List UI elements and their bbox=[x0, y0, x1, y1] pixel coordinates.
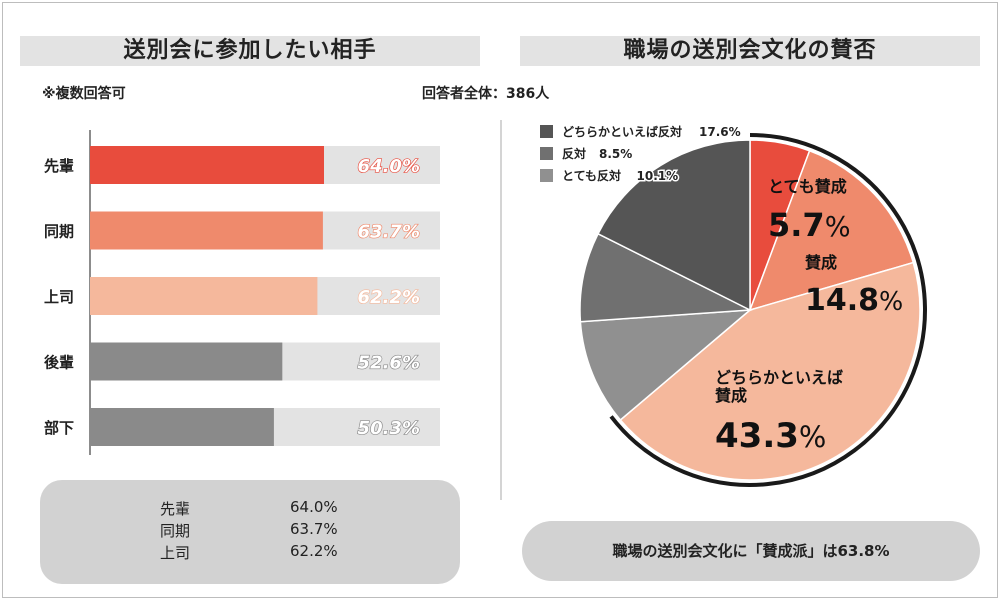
panel-divider bbox=[500, 120, 502, 500]
pie-slice-label: とても賛成 bbox=[768, 177, 847, 196]
bar bbox=[90, 342, 283, 381]
bar-category-label: 部下 bbox=[44, 419, 74, 437]
summary-value: 62.2% bbox=[290, 542, 338, 560]
bar-value-label: 62.2% bbox=[358, 287, 420, 308]
pie-slice bbox=[597, 139, 751, 312]
top3-summary-box: 先輩 64.0% 同期 63.7% 上司 62.2% bbox=[40, 480, 460, 584]
bar bbox=[90, 408, 274, 446]
pie-slice bbox=[619, 261, 921, 481]
legend-swatch bbox=[540, 147, 553, 160]
respondents-count: 回答者全体：386人 bbox=[422, 86, 550, 102]
pie-slice-label: 賛成 bbox=[715, 386, 747, 405]
pie-outline-arc bbox=[609, 133, 927, 487]
legend-label: どちらかといえば反対 bbox=[562, 124, 682, 139]
approval-summary-box: 職場の送別会文化に「賛成派」は63.8% bbox=[522, 521, 980, 581]
legend-label: 反対 bbox=[562, 146, 586, 161]
pie-slice-value: 14.8% bbox=[805, 283, 903, 318]
bar-category-label: 後輩 bbox=[43, 354, 74, 372]
bar bbox=[90, 277, 318, 315]
summary-value: 64.0% bbox=[290, 498, 338, 516]
right-panel-title: 職場の送別会文化の賛否 bbox=[520, 36, 980, 66]
bar-value-label: 64.0% bbox=[358, 156, 420, 177]
bar-value-label: 52.6% bbox=[358, 353, 420, 374]
bar-category-label: 同期 bbox=[44, 223, 74, 241]
bar-chart: 先輩 64.0% 同期 63.7% 上司 62.2% 後輩 52.6% 部下 50.3% bbox=[43, 130, 440, 455]
summary-label: 先輩 bbox=[160, 500, 191, 518]
legend-value: 8.5% bbox=[599, 147, 632, 161]
bar bbox=[90, 211, 323, 250]
summary-label: 同期 bbox=[160, 522, 191, 540]
pie-chart: とても賛成5.7%賛成14.8%どちらかといえば賛成43.3%どちらかといえば反… bbox=[540, 123, 927, 487]
bar-category-label: 上司 bbox=[44, 288, 74, 306]
bar-value-label: 63.7% bbox=[358, 222, 420, 243]
pie-slice-label: どちらかといえば bbox=[715, 368, 843, 387]
summary-value: 63.7% bbox=[290, 520, 338, 538]
legend-swatch bbox=[540, 125, 553, 138]
pie-slice bbox=[579, 309, 753, 422]
legend-label: とても反対 bbox=[562, 168, 621, 183]
pie-slice bbox=[579, 232, 753, 323]
bar-value-label: 50.3% bbox=[358, 418, 420, 439]
multiple-answers-note: ※複数回答可 bbox=[42, 86, 126, 102]
pie-slice bbox=[748, 149, 915, 312]
left-panel-title: 送別会に参加したい相手 bbox=[20, 36, 480, 66]
pie-slice-value: 43.3% bbox=[715, 416, 826, 456]
pie-slice-label: 賛成 bbox=[805, 253, 837, 272]
legend-value: 17.6% bbox=[699, 125, 741, 139]
bar-category-label: 先輩 bbox=[44, 157, 74, 175]
pie-slice-value: 5.7% bbox=[768, 206, 851, 244]
summary-label: 上司 bbox=[160, 544, 191, 562]
bar bbox=[90, 146, 324, 184]
legend-swatch bbox=[540, 169, 553, 182]
legend-value: 10.1% bbox=[637, 169, 679, 183]
